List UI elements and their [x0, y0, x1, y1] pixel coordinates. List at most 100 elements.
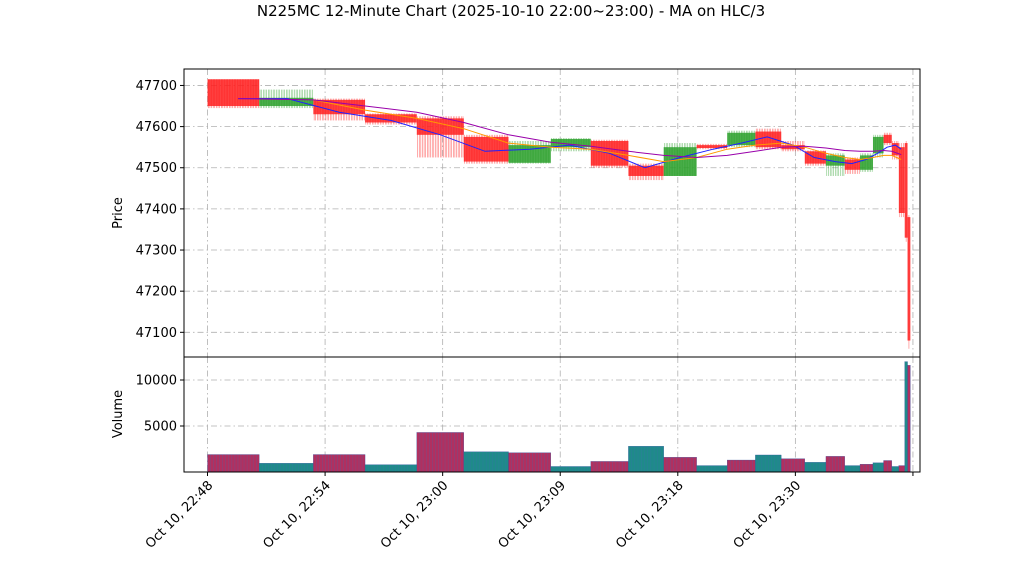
- candle: [860, 153, 873, 172]
- candle: [207, 79, 260, 109]
- volume-panel: 5000 10000 Volume: [111, 356, 921, 473]
- volume-bar: [590, 461, 629, 473]
- x-tick-label: Oct 10, 22:48: [143, 478, 216, 551]
- volume-bar: [859, 464, 874, 473]
- candle-body: [898, 147, 905, 213]
- volume-bar-rect: [907, 365, 911, 473]
- volume-bar: [463, 451, 509, 473]
- ma-line-ma_mid: [313, 99, 902, 163]
- volume-axis-label: Volume: [111, 390, 126, 438]
- candle-body: [313, 99, 366, 115]
- candle-body: [872, 136, 884, 154]
- volume-bar: [663, 457, 697, 473]
- volume-bar-rect: [416, 432, 464, 473]
- candle-body: [259, 97, 314, 107]
- volume-bar: [416, 432, 464, 473]
- volume-bar: [696, 465, 728, 473]
- candle: [904, 141, 908, 242]
- volume-bar: [872, 462, 884, 473]
- price-tick-label: 47300: [136, 244, 177, 259]
- volume-bar-rect: [904, 361, 908, 473]
- candle-body: [883, 134, 892, 144]
- volume-bar: [207, 454, 260, 473]
- price-tick-label: 47600: [136, 120, 177, 135]
- volume-bar-rect: [313, 454, 366, 473]
- volume-bar: [628, 446, 664, 473]
- candle-body: [628, 165, 664, 176]
- x-axis-ticks: Oct 10, 22:48 Oct 10, 22:54 Oct 10, 23:00 O…: [143, 472, 914, 552]
- volume-tick-label: 5000: [144, 420, 177, 435]
- volume-bar: [727, 459, 756, 473]
- volume-bar-rect: [628, 446, 664, 473]
- volume-bar-rect: [872, 462, 884, 473]
- price-grid: [184, 69, 920, 357]
- candle: [696, 143, 728, 150]
- price-axis-label: Price: [111, 197, 126, 229]
- price-y-ticks: 47100 47200 47300 47400 47500 47600 47700: [136, 79, 184, 341]
- price-tick-label: 47700: [136, 79, 177, 94]
- volume-bar-rect: [207, 454, 260, 473]
- candle: [416, 116, 464, 158]
- candle-body: [207, 79, 260, 107]
- candle-body: [416, 118, 464, 135]
- volume-grid: [184, 357, 920, 472]
- candle-body: [844, 159, 861, 170]
- x-tick-label: Oct 10, 23:00: [378, 478, 451, 551]
- candle: [508, 141, 551, 164]
- candle: [463, 134, 509, 164]
- x-tick-label: Oct 10, 23:30: [731, 478, 804, 551]
- volume-bar: [825, 456, 845, 473]
- candle: [663, 143, 697, 176]
- ma-line-ma_short: [238, 98, 902, 169]
- candle-body: [907, 217, 911, 341]
- candle-body: [891, 143, 899, 156]
- volume-bar: [550, 466, 591, 473]
- volume-bar-rect: [898, 465, 905, 473]
- candle-body: [550, 138, 591, 148]
- volume-bar: [804, 462, 827, 473]
- volume-bar: [508, 452, 551, 473]
- x-tick-label: Oct 10, 23:18: [613, 478, 686, 551]
- volume-panel-frame: [183, 356, 921, 473]
- volume-bar: [844, 465, 861, 473]
- volume-bar: [781, 458, 805, 473]
- candle: [872, 134, 884, 158]
- volume-bar: [898, 465, 905, 473]
- price-panel: 47100 47200 47300 47400 47500 47600 47700 Pric…: [111, 68, 921, 358]
- price-tick-label: 47100: [136, 326, 177, 341]
- volume-bar-rect: [727, 459, 756, 473]
- volume-tick-label: 10000: [136, 374, 177, 389]
- price-candles: [207, 79, 911, 349]
- candle: [628, 163, 664, 181]
- volume-bar: [364, 464, 417, 473]
- price-tick-label: 47200: [136, 285, 177, 300]
- price-panel-frame: [183, 68, 921, 358]
- price-tick-label: 47500: [136, 161, 177, 176]
- volume-bar: [891, 466, 899, 473]
- candle: [891, 141, 899, 160]
- candle: [898, 143, 905, 218]
- candle: [844, 157, 861, 174]
- candle-body: [825, 155, 845, 166]
- volume-bar: [755, 454, 782, 473]
- candle: [825, 153, 845, 176]
- chart-title: N225MC 12-Minute Chart (2025-10-10 22:00…: [257, 2, 765, 20]
- ma-line-ma_long: [238, 98, 902, 159]
- volume-bars: [207, 361, 911, 473]
- candle-body: [663, 147, 697, 176]
- volume-bar: [883, 460, 892, 473]
- moving-average-lines: [238, 98, 902, 169]
- candle-body: [727, 132, 756, 146]
- candle: [727, 130, 756, 148]
- price-tick-label: 47400: [136, 202, 177, 217]
- volume-bar: [259, 463, 314, 473]
- volume-bar: [313, 454, 366, 473]
- volume-y-ticks: 5000 10000: [136, 374, 184, 435]
- x-tick-label: Oct 10, 22:54: [260, 478, 333, 551]
- volume-bar: [907, 365, 911, 473]
- x-tick-label: Oct 10, 23:09: [496, 478, 569, 551]
- candle: [907, 215, 911, 349]
- candle: [365, 113, 417, 125]
